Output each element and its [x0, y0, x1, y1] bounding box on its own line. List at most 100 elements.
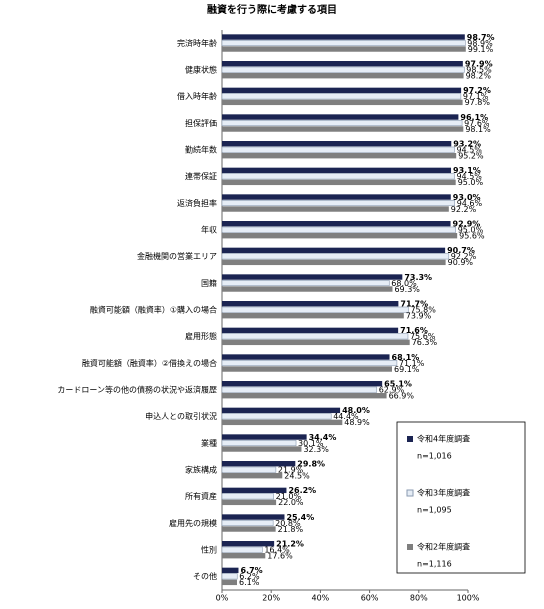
value-label: 69.1%: [394, 365, 420, 374]
bar: [222, 339, 410, 346]
value-label: 21.2%: [276, 540, 304, 549]
bar: [222, 553, 266, 559]
value-label: 98.9%: [467, 39, 493, 48]
value-label: 98.5%: [466, 66, 492, 75]
y-tick-label: 健康状態: [185, 65, 217, 75]
y-tick-label: 借入時年齢: [177, 91, 217, 101]
bar: [222, 354, 390, 360]
bar: [222, 514, 285, 520]
bar: [221, 306, 409, 313]
bar: [222, 194, 451, 200]
bar: [222, 179, 456, 186]
bar: [222, 153, 457, 159]
bar: [222, 487, 287, 494]
value-label: 93.0%: [453, 193, 481, 202]
value-label: 21.8%: [278, 525, 304, 534]
y-tick-label: 性別: [201, 545, 217, 555]
legend-label: 令和3年度調査: [417, 488, 470, 498]
bar: [222, 233, 458, 239]
x-tick-label: 80%: [410, 594, 428, 603]
value-label: 94.5%: [456, 172, 482, 181]
value-label: 65.1%: [384, 380, 412, 389]
x-tick-label: 60%: [361, 594, 379, 603]
value-label: 25.4%: [286, 513, 314, 522]
value-label: 71.1%: [399, 359, 425, 368]
legend-swatch: [406, 489, 414, 497]
value-label: 22.0%: [278, 498, 304, 507]
value-label: 17.6%: [267, 552, 293, 561]
bar: [222, 34, 465, 40]
bar: [221, 120, 463, 127]
bar: [221, 333, 409, 340]
legend-swatch: [407, 436, 413, 442]
bar: [221, 520, 274, 527]
bar: [222, 87, 462, 94]
value-label: 32.3%: [303, 445, 329, 454]
value-label: 21.0%: [276, 492, 302, 501]
value-label: 26.2%: [288, 486, 316, 495]
y-tick-label: 金融機関の営業エリア: [137, 251, 217, 261]
bar: [221, 93, 462, 100]
value-label: 6.1%: [239, 578, 260, 587]
bar: [222, 274, 403, 280]
y-tick-label: 融資可能額（融資率）②借換えの場合: [82, 358, 217, 368]
bar: [222, 381, 383, 387]
y-tick-label: 年収: [201, 225, 217, 235]
value-label: 16.4%: [264, 546, 290, 555]
value-label: 73.3%: [404, 273, 432, 282]
bar: [222, 206, 449, 212]
bar: [222, 46, 466, 52]
value-label: 97.9%: [465, 60, 493, 69]
bar: [221, 66, 465, 73]
value-label: 97.2%: [463, 86, 491, 95]
bar: [221, 413, 332, 420]
bar: [222, 301, 399, 307]
value-label: 93.2%: [453, 140, 481, 149]
bar: [222, 221, 451, 227]
bar: [222, 313, 404, 319]
value-label: 71.6%: [400, 326, 428, 335]
bar: [222, 286, 393, 292]
value-label: 20.8%: [275, 519, 301, 528]
bar: [222, 114, 459, 120]
bar: [221, 573, 238, 580]
value-label: 44.4%: [333, 412, 359, 421]
bar: [222, 259, 446, 266]
y-tick-label: 雇用先の規模: [169, 518, 217, 528]
bar: [222, 393, 387, 399]
value-label: 6.2%: [239, 572, 260, 581]
value-label: 95.6%: [459, 232, 485, 241]
value-label: 68.1%: [392, 353, 420, 362]
value-label: 6.7%: [240, 566, 262, 575]
value-label: 96.1%: [460, 113, 488, 122]
value-label: 76.3%: [412, 338, 438, 347]
legend-swatch: [407, 544, 413, 550]
value-label: 92.2%: [451, 205, 477, 214]
value-label: 92.9%: [453, 220, 481, 229]
bar: [222, 473, 283, 479]
bar: [222, 461, 296, 467]
bar: [222, 407, 341, 414]
value-label: 98.2%: [466, 72, 492, 81]
bar: [221, 440, 297, 447]
bar: [222, 541, 275, 547]
bar: [222, 247, 446, 254]
bar: [222, 73, 464, 79]
value-label: 71.7%: [400, 300, 428, 309]
value-label: 97.6%: [464, 119, 490, 128]
y-tick-label: 担保評価: [185, 118, 217, 128]
bar: [222, 366, 392, 372]
value-label: 30.1%: [298, 439, 324, 448]
bar: [221, 280, 390, 287]
legend-sample: n=1,016: [417, 452, 452, 461]
y-tick-label: その他: [193, 571, 217, 581]
value-label: 68.0%: [391, 279, 417, 288]
bar: [222, 99, 463, 106]
bar: [222, 567, 239, 574]
value-label: 24.5%: [284, 472, 310, 481]
legend-sample: n=1,095: [417, 506, 452, 515]
value-label: 62.9%: [379, 386, 405, 395]
bar: [221, 226, 456, 233]
value-label: 75.8%: [410, 306, 436, 315]
bar: [222, 61, 463, 67]
